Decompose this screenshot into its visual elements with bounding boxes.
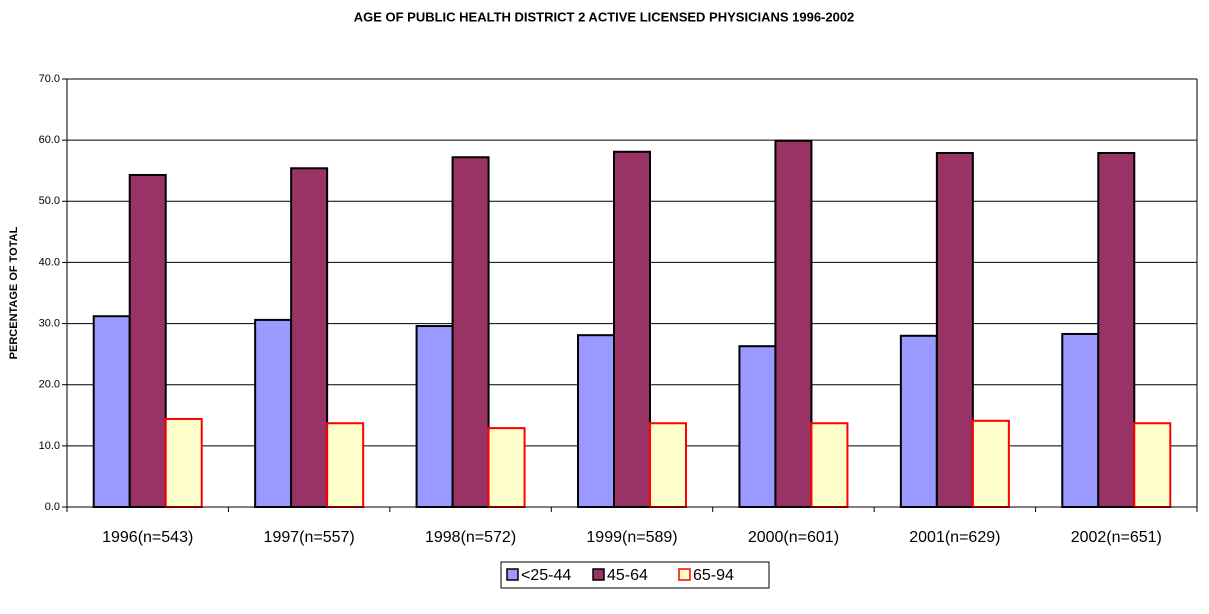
y-tick-label: 20.0 (39, 379, 60, 391)
bar (577, 334, 615, 508)
bar (613, 150, 651, 508)
bar (971, 419, 1010, 508)
x-tick-label: 2001(n=629) (909, 529, 1000, 546)
bar (254, 318, 293, 508)
x-tick-label: 2002(n=651) (1071, 529, 1162, 546)
bar (415, 325, 454, 509)
y-tick-label: 30.0 (39, 317, 60, 329)
bar (326, 422, 365, 508)
legend-box (500, 561, 770, 589)
y-tick-label: 40.0 (39, 256, 60, 268)
bar (738, 345, 777, 508)
bar (290, 167, 329, 508)
legend-label: 65-94 (693, 567, 734, 584)
bar (649, 422, 687, 508)
x-tick-label: 2000(n=601) (748, 529, 839, 546)
legend-swatch (678, 568, 691, 581)
bar (92, 315, 131, 508)
legend-swatch (592, 568, 605, 581)
chart-title: AGE OF PUBLIC HEALTH DISTRICT 2 ACTIVE L… (354, 9, 855, 24)
bar (451, 156, 490, 509)
legend-swatch (506, 568, 519, 581)
x-tick-label: 1999(n=589) (586, 529, 677, 546)
y-tick-label: 70.0 (39, 73, 60, 85)
y-tick-label: 10.0 (39, 440, 60, 452)
bar (774, 139, 813, 509)
bar (810, 422, 849, 508)
x-tick-label: 1997(n=557) (264, 529, 355, 546)
bar (1133, 422, 1172, 508)
y-axis-label: PERCENTAGE OF TOTAL (8, 226, 20, 359)
bar (128, 173, 167, 508)
legend-label: <25-44 (521, 567, 571, 584)
y-tick-label: 60.0 (39, 134, 60, 146)
bar (1061, 332, 1100, 509)
legend-label: 45-64 (607, 567, 648, 584)
bar (1097, 151, 1136, 509)
bar (899, 334, 938, 508)
bar (935, 151, 974, 509)
x-tick-label: 1996(n=543) (102, 529, 193, 546)
y-tick-label: 50.0 (39, 195, 60, 207)
y-tick-label: 0.0 (45, 501, 60, 513)
bar (164, 417, 203, 508)
x-tick-label: 1998(n=572) (425, 529, 516, 546)
bar (487, 427, 526, 508)
